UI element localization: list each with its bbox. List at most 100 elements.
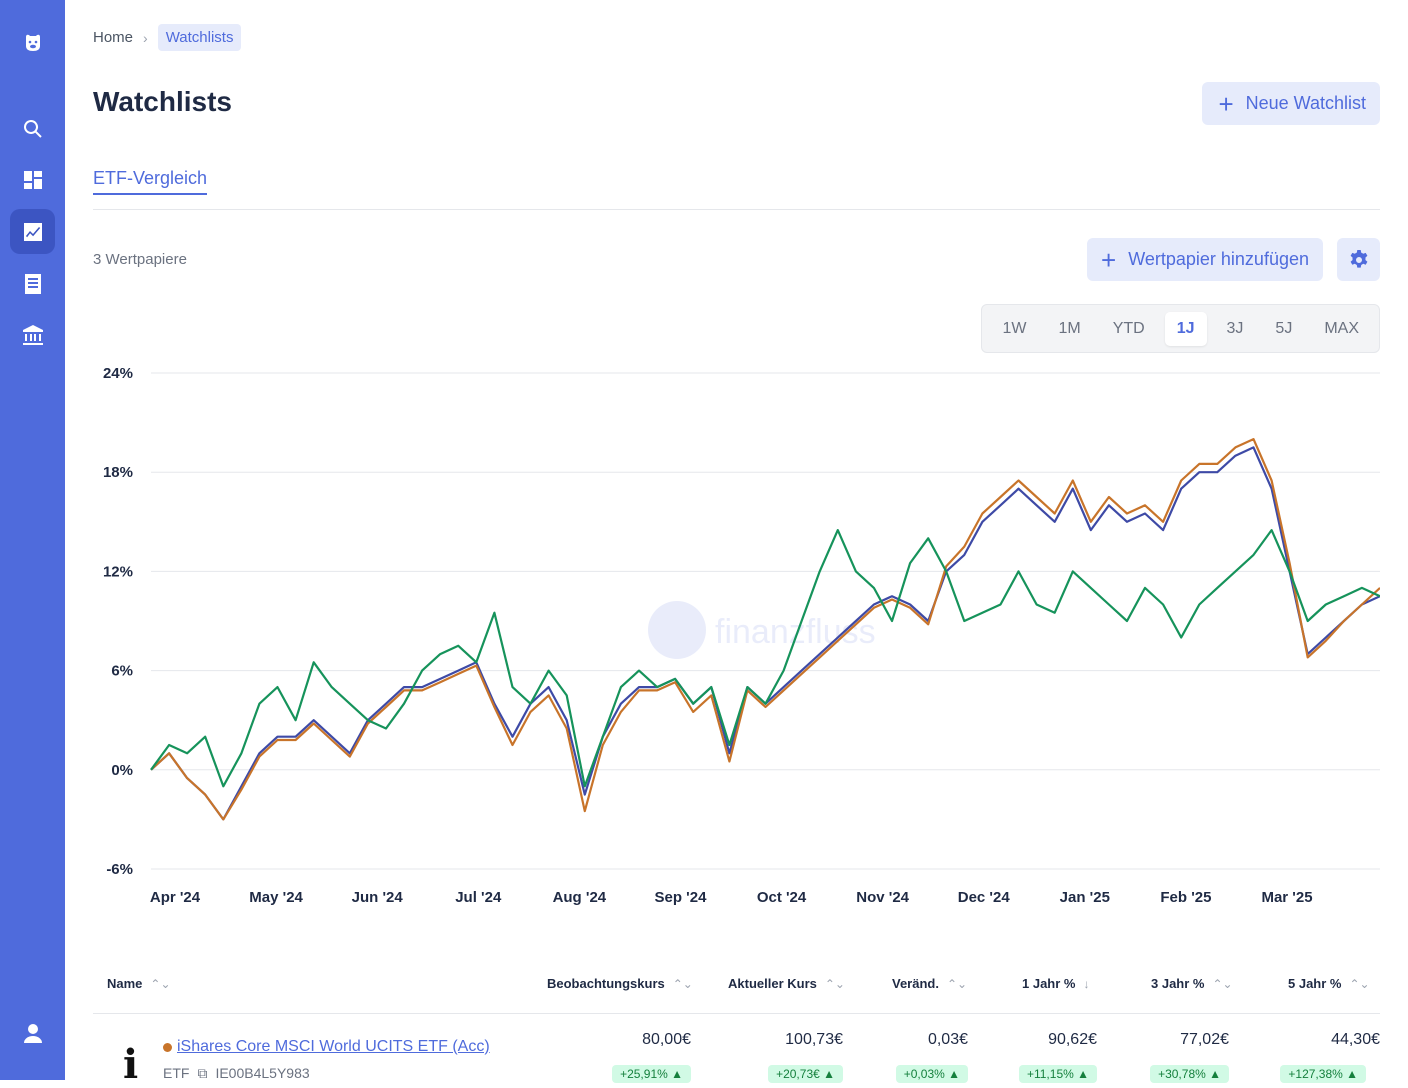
y-tick-label: 18% bbox=[103, 464, 133, 481]
badge-current: +20,73€ ▲ bbox=[768, 1065, 843, 1083]
col-1y-label: 1 Jahr % bbox=[1022, 976, 1076, 991]
settings-button[interactable] bbox=[1337, 238, 1380, 281]
x-tick-label: Jul '24 bbox=[455, 889, 502, 906]
col-current[interactable]: Aktueller Kurs ⌃⌄ bbox=[728, 976, 845, 991]
plus-icon: + bbox=[1101, 244, 1117, 275]
col-obs[interactable]: Beobachtungskurs ⌃⌄ bbox=[547, 976, 693, 991]
col-5y-label: 5 Jahr % bbox=[1288, 976, 1342, 991]
x-tick-label: May '24 bbox=[249, 889, 303, 906]
y-tick-label: -6% bbox=[106, 861, 133, 878]
x-tick-label: Sep '24 bbox=[654, 889, 707, 906]
sort-icon: ⌃⌄ bbox=[1212, 976, 1233, 991]
security-logo: i bbox=[123, 1041, 139, 1088]
col-3y-label: 3 Jahr % bbox=[1151, 976, 1205, 991]
x-tick-label: Aug '24 bbox=[553, 889, 607, 906]
breadcrumb-current[interactable]: Watchlists bbox=[157, 24, 242, 51]
cell-obs: 80,00€ bbox=[642, 1031, 691, 1048]
x-tick-label: Nov '24 bbox=[856, 889, 909, 906]
y-tick-label: 0% bbox=[111, 762, 133, 779]
range-selector: 1W 1M YTD 1J 3J 5J MAX bbox=[981, 304, 1380, 353]
add-security-button[interactable]: + Wertpapier hinzufügen bbox=[1087, 238, 1323, 281]
user-icon[interactable] bbox=[10, 1010, 55, 1055]
security-meta: ETF ⧉ IE00B4L5Y983 bbox=[163, 1065, 310, 1082]
col-5y[interactable]: 5 Jahr % ⌃⌄ bbox=[1288, 976, 1370, 991]
breadcrumb-home[interactable]: Home bbox=[93, 29, 134, 46]
x-axis: Apr '24 May '24 Jun '24 Jul '24 Aug '24 Sep '… bbox=[150, 889, 1313, 906]
range-1m[interactable]: 1M bbox=[1058, 319, 1081, 337]
new-watchlist-label: Neue Watchlist bbox=[1245, 93, 1366, 113]
table-row[interactable]: i iShares Core MSCI World UCITS ETF (Acc… bbox=[93, 1015, 1380, 1088]
chart-icon[interactable] bbox=[10, 209, 55, 254]
col-1y[interactable]: 1 Jahr % ↓ bbox=[1022, 976, 1089, 991]
plus-icon: + bbox=[1218, 88, 1234, 119]
watermark: finanzfluss bbox=[648, 601, 876, 659]
cell-3y: 77,02€ bbox=[1180, 1031, 1229, 1048]
table-header: Name ⌃⌄ Beobachtungskurs ⌃⌄ Aktueller Kurs… bbox=[93, 968, 1380, 1014]
badge-3y: +30,78% ▲ bbox=[1150, 1065, 1229, 1083]
range-ytd[interactable]: YTD bbox=[1112, 319, 1145, 337]
gear-icon bbox=[1350, 249, 1367, 268]
series-line-3[interactable] bbox=[150, 529, 1380, 788]
badge-5y: +127,38% ▲ bbox=[1280, 1065, 1366, 1083]
x-tick-label: Mar '25 bbox=[1261, 889, 1312, 906]
sort-icon: ⌃⌄ bbox=[672, 976, 693, 991]
x-tick-label: Dec '24 bbox=[958, 889, 1011, 906]
y-axis: 24% 18% 12% 6% 0% -6% bbox=[103, 365, 133, 878]
col-name-label: Name bbox=[107, 976, 143, 991]
y-tick-label: 6% bbox=[111, 663, 133, 680]
security-name-link[interactable]: iShares Core MSCI World UCITS ETF (Acc) bbox=[177, 1038, 490, 1055]
breadcrumb: Home › Watchlists bbox=[93, 24, 242, 51]
col-obs-label: Beobachtungskurs bbox=[547, 976, 665, 991]
badge-1y: +11,15% ▲ bbox=[1018, 1065, 1097, 1083]
x-tick-label: Oct '24 bbox=[757, 889, 807, 906]
bank-icon[interactable] bbox=[10, 312, 55, 357]
tab-bar: ETF-Vergleich bbox=[93, 168, 1380, 210]
x-tick-label: Apr '24 bbox=[150, 889, 201, 906]
col-current-label: Aktueller Kurs bbox=[728, 976, 817, 991]
logo-icon[interactable] bbox=[10, 20, 55, 65]
cell-change: 0,03€ bbox=[927, 1031, 968, 1048]
page-title: Watchlists bbox=[93, 86, 232, 117]
badge-obs: +25,91% ▲ bbox=[612, 1065, 691, 1083]
watermark-logo-icon bbox=[648, 601, 706, 659]
sort-icon: ⌃⌄ bbox=[1349, 976, 1370, 991]
sort-icon: ⌃⌄ bbox=[150, 976, 171, 991]
sort-icon: ⌃⌄ bbox=[824, 976, 845, 991]
tab-etf-vergleich[interactable]: ETF-Vergleich bbox=[93, 168, 208, 195]
range-5j[interactable]: 5J bbox=[1275, 319, 1293, 337]
series-lines bbox=[150, 437, 1380, 821]
col-change-label: Veränd. bbox=[892, 976, 939, 991]
chevron-right-icon: › bbox=[143, 29, 148, 46]
col-change[interactable]: Veränd. ⌃⌄ bbox=[892, 976, 967, 991]
x-tick-label: Jun '24 bbox=[352, 889, 404, 906]
list-icon[interactable] bbox=[10, 261, 55, 306]
x-tick-label: Jan '25 bbox=[1060, 889, 1110, 906]
range-1j[interactable]: 1J bbox=[1164, 311, 1207, 346]
new-watchlist-button[interactable]: + Neue Watchlist bbox=[1202, 82, 1380, 125]
copy-icon[interactable]: ⧉ bbox=[197, 1065, 208, 1081]
col-name[interactable]: Name ⌃⌄ bbox=[107, 976, 171, 991]
performance-chart: finanzfluss 24% 18% 12% 6% 0% -6% Apr '24 May … bbox=[103, 365, 1380, 906]
sort-icon: ⌃⌄ bbox=[946, 976, 968, 991]
cell-5y: 44,30€ bbox=[1331, 1031, 1380, 1048]
cell-current: 100,73€ bbox=[785, 1031, 843, 1048]
security-isin: IE00B4L5Y983 bbox=[215, 1065, 310, 1081]
add-security-label: Wertpapier hinzufügen bbox=[1128, 249, 1309, 269]
col-3y[interactable]: 3 Jahr % ⌃⌄ bbox=[1151, 976, 1233, 991]
dashboard-icon[interactable] bbox=[10, 157, 55, 202]
search-icon[interactable] bbox=[10, 106, 55, 151]
security-count: 3 Wertpapiere bbox=[93, 251, 187, 268]
cell-1y: 90,62€ bbox=[1048, 1031, 1097, 1048]
y-tick-label: 12% bbox=[103, 563, 133, 580]
y-tick-label: 24% bbox=[103, 365, 133, 382]
badge-change: +0,03% ▲ bbox=[895, 1065, 968, 1083]
arrow-down-icon: ↓ bbox=[1083, 976, 1090, 991]
main-content: Home › Watchlists Watchlists + Neue Watc… bbox=[93, 0, 1380, 1080]
range-1w[interactable]: 1W bbox=[1002, 319, 1027, 337]
range-max[interactable]: MAX bbox=[1324, 319, 1359, 337]
series-line-2[interactable] bbox=[150, 437, 1380, 821]
x-tick-label: Feb '25 bbox=[1160, 889, 1211, 906]
security-type: ETF bbox=[163, 1065, 190, 1081]
series-color-dot bbox=[163, 1043, 172, 1052]
range-3j[interactable]: 3J bbox=[1226, 319, 1244, 337]
